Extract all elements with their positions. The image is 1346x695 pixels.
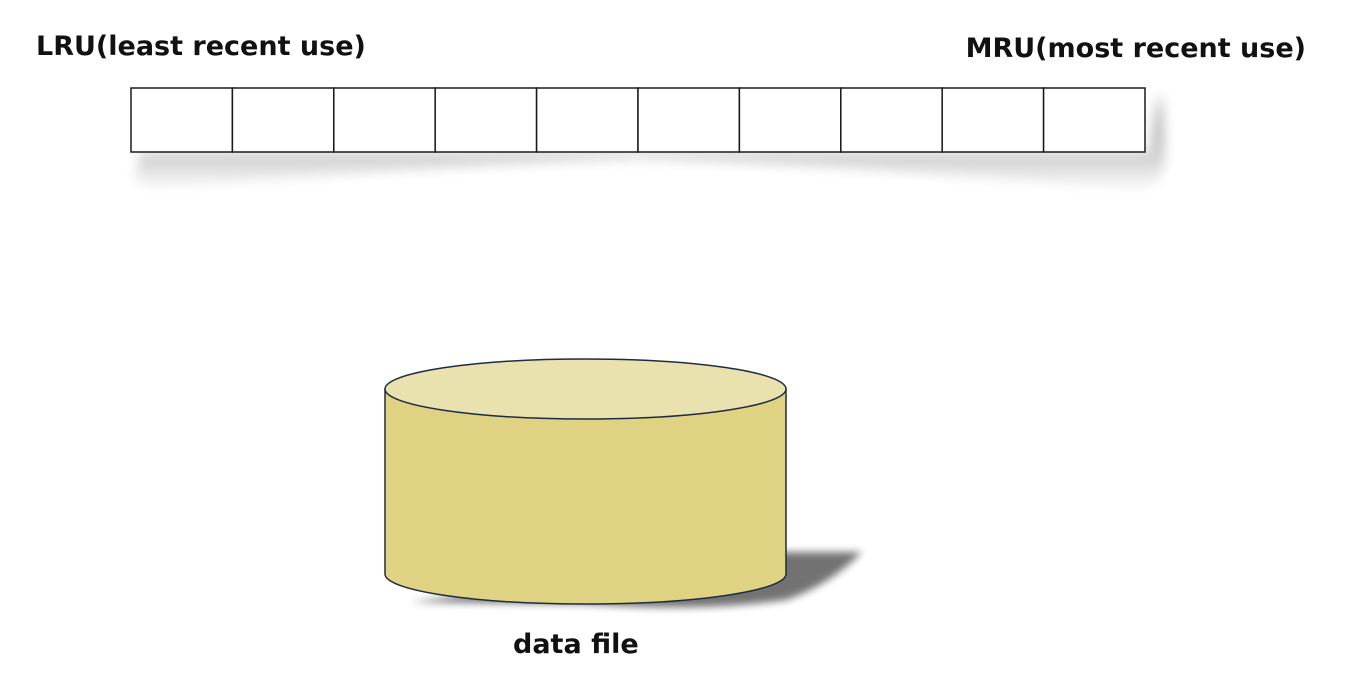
- buffer-shadow: [135, 92, 1165, 192]
- data-file-label: data file: [513, 629, 639, 660]
- buffer-slot: [231, 87, 335, 153]
- buffer-strip: [130, 87, 1146, 153]
- buffer-slot: [1042, 87, 1146, 153]
- buffer-slot: [535, 87, 639, 153]
- buffer-slot: [941, 87, 1045, 153]
- buffer-slot: [637, 87, 741, 153]
- buffer-slot: [434, 87, 538, 153]
- buffer-slot: [333, 87, 436, 153]
- buffer-slot: [130, 87, 234, 153]
- cylinder-top: [384, 358, 787, 420]
- cylinder-body: [384, 388, 787, 605]
- buffer-slot: [840, 87, 943, 153]
- buffer-slot: [738, 87, 842, 153]
- lru-label: LRU(least recent use): [36, 31, 366, 62]
- mru-label: MRU(most recent use): [965, 33, 1306, 64]
- database-cylinder-icon: [384, 358, 787, 605]
